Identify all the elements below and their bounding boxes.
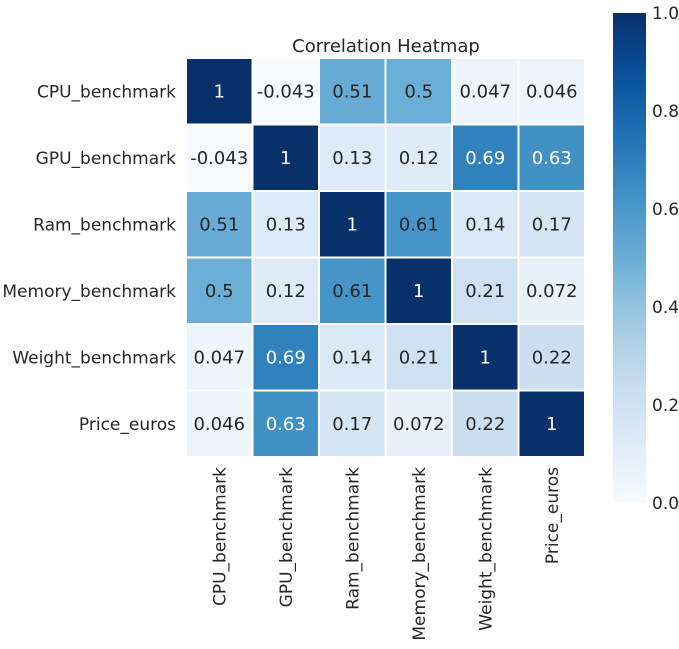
cell-value-label-r4-c4: 1 — [480, 347, 491, 368]
x-tick-label-1: GPU_benchmark — [277, 467, 297, 607]
cell-value-label-r2-c1: 0.13 — [266, 214, 306, 235]
cell-value-label-r3-c4: 0.21 — [465, 281, 505, 302]
cell-value-label-r4-c3: 0.21 — [399, 347, 439, 368]
heatmap-cell-r2-c4 — [451, 190, 520, 259]
x-tick-label-4: Weight_benchmark — [476, 467, 496, 631]
heatmap-cell-r5-c4 — [451, 389, 520, 458]
cell-value-label-r2-c2: 1 — [347, 214, 358, 235]
heatmap-cell-r2-c1 — [251, 190, 320, 259]
chart-title: Correlation Heatmap — [292, 36, 480, 57]
heatmap-cell-r5-c5 — [517, 389, 586, 458]
x-axis-tick-labels: CPU_benchmark GPU_benchmark Ram_benchmark M… — [210, 467, 563, 641]
cell-value-label-r0-c4: 0.047 — [459, 81, 511, 102]
x-tick-label-3: Memory_benchmark — [410, 467, 430, 641]
x-tick-label-5: Price_euros — [543, 467, 563, 564]
cell-value-label-r4-c1: 0.69 — [266, 347, 306, 368]
heatmap-cell-r3-c4 — [451, 256, 520, 325]
heatmap-cell-r0-c1 — [251, 57, 320, 126]
heatmap-value-labels: 1 -0.043 0.51 0.5 0.047 0.046-0.043 1 0.13 0.12 0… — [190, 81, 577, 435]
heatmap-cell-r1-c5 — [517, 123, 586, 192]
cell-value-label-r1-c5: 0.63 — [532, 148, 572, 169]
colorbar-tick-label-5: 1.0 — [652, 4, 679, 24]
colorbar-tick-label-4: 0.8 — [652, 102, 679, 122]
cell-value-label-r3-c5: 0.072 — [526, 281, 578, 302]
heatmap-cell-r2-c3 — [384, 190, 453, 259]
heatmap-cell-r0-c5 — [517, 57, 586, 126]
cell-value-label-r5-c0: 0.046 — [193, 414, 245, 435]
colorbar-tick-label-2: 0.4 — [652, 298, 679, 318]
cell-value-label-r2-c3: 0.61 — [399, 214, 439, 235]
heatmap-cell-r1-c3 — [384, 123, 453, 192]
cell-value-label-r0-c1: -0.043 — [257, 81, 315, 102]
x-tick-label-0: CPU_benchmark — [210, 467, 230, 606]
cell-value-label-r5-c1: 0.63 — [266, 414, 306, 435]
y-axis-tick-labels: CPU_benchmark GPU_benchmark Ram_benchmark M… — [2, 82, 176, 435]
cell-value-label-r1-c0: -0.043 — [190, 148, 248, 169]
heatmap-cell-r3-c2 — [318, 256, 387, 325]
heatmap-cell-r3-c0 — [185, 256, 254, 325]
y-tick-label-1: GPU_benchmark — [36, 149, 176, 169]
heatmap-cells — [185, 57, 586, 458]
cell-value-label-r5-c2: 0.17 — [332, 414, 372, 435]
cell-value-label-r0-c2: 0.51 — [332, 81, 372, 102]
y-tick-label-2: Ram_benchmark — [33, 215, 176, 235]
heatmap-cell-r4-c2 — [318, 323, 387, 392]
heatmap-cell-r3-c1 — [251, 256, 320, 325]
heatmap-cell-r1-c1 — [251, 123, 320, 192]
heatmap-cell-r5-c3 — [384, 389, 453, 458]
y-tick-label-4: Weight_benchmark — [12, 348, 176, 368]
cell-value-label-r5-c4: 0.22 — [465, 414, 505, 435]
colorbar-tick-label-3: 0.6 — [652, 200, 679, 220]
heatmap-cell-r3-c5 — [517, 256, 586, 325]
heatmap-cell-r2-c5 — [517, 190, 586, 259]
heatmap-cell-r3-c3 — [384, 256, 453, 325]
colorbar-gradient — [613, 13, 646, 503]
cell-value-label-r4-c0: 0.047 — [193, 347, 245, 368]
heatmap-cell-r0-c0 — [185, 57, 254, 126]
cell-value-label-r5-c5: 1 — [546, 414, 557, 435]
cell-value-label-r4-c5: 0.22 — [532, 347, 572, 368]
x-tick-label-2: Ram_benchmark — [343, 467, 363, 610]
cell-value-label-r3-c2: 0.61 — [332, 281, 372, 302]
heatmap-cell-r4-c5 — [517, 323, 586, 392]
y-tick-label-0: CPU_benchmark — [37, 82, 176, 102]
cell-value-label-r1-c1: 1 — [280, 148, 291, 169]
cell-value-label-r2-c4: 0.14 — [465, 214, 505, 235]
cell-value-label-r0-c3: 0.5 — [404, 81, 433, 102]
cell-value-label-r2-c0: 0.51 — [199, 214, 239, 235]
y-tick-label-5: Price_euros — [79, 415, 176, 435]
heatmap-cell-r4-c4 — [451, 323, 520, 392]
heatmap-cell-r5-c0 — [185, 389, 254, 458]
cell-value-label-r2-c5: 0.17 — [532, 214, 572, 235]
cell-value-label-r4-c2: 0.14 — [332, 347, 372, 368]
cell-value-label-r1-c2: 0.13 — [332, 148, 372, 169]
cell-value-label-r5-c3: 0.072 — [393, 414, 445, 435]
cell-value-label-r0-c0: 1 — [214, 81, 225, 102]
cell-value-label-r3-c1: 0.12 — [266, 281, 306, 302]
cell-value-label-r1-c3: 0.12 — [399, 148, 439, 169]
colorbar-tick-label-1: 0.2 — [652, 396, 679, 416]
cell-value-label-r0-c5: 0.046 — [526, 81, 578, 102]
cell-value-label-r3-c0: 0.5 — [205, 281, 234, 302]
colorbar: 0.0 0.2 0.4 0.6 0.8 1.0 — [613, 4, 679, 514]
y-tick-label-3: Memory_benchmark — [2, 282, 176, 302]
colorbar-tick-label-0: 0.0 — [652, 494, 679, 514]
cell-value-label-r1-c4: 0.69 — [465, 148, 505, 169]
cell-value-label-r3-c3: 1 — [413, 281, 424, 302]
